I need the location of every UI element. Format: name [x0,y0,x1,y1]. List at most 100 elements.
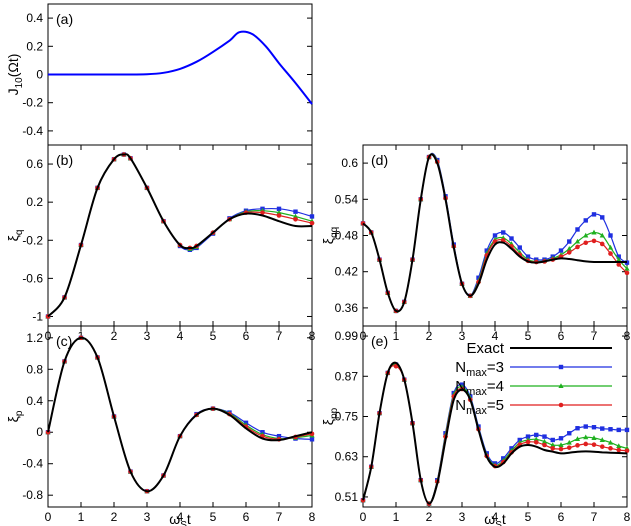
x-tick-label: 2 [426,510,433,524]
x-tick-label: 7 [276,510,283,524]
point-n5 [293,217,298,222]
point-n5 [533,440,539,445]
point-n3 [525,434,531,439]
point-n5 [566,445,572,450]
point-n3 [550,437,555,443]
point-n5 [575,244,580,250]
series-line-n5 [362,153,628,312]
point-n3 [567,239,572,244]
x-tick-label: 3 [144,510,151,524]
y-axis-label: J10(Ωt) [5,54,25,96]
series-n4 [45,335,315,494]
y-axis-label: ξq [5,230,25,242]
series-line-n4 [47,337,313,492]
y-tick-label: -0.2 [22,96,43,110]
y-tick-label: 0.6 [26,157,43,171]
point-n3 [492,233,498,238]
y-tick-label: -0.2 [22,233,43,247]
series-j10 [47,30,313,105]
point-n4 [566,245,572,251]
series-line-exact [362,361,628,505]
point-n5 [583,441,589,447]
y-tick-label: 0 [36,68,43,82]
y-tick-label: 0.8 [26,362,43,376]
legend-label-n4: Nmax=4 [455,378,504,398]
x-tick-label: 3 [144,329,151,343]
point-n3 [600,215,605,220]
x-axis-label: ωSt [484,511,506,526]
y-axis-label: ξpp [320,407,340,425]
point-n3 [558,436,564,441]
series-line-n5 [47,153,313,317]
x-tick-label: 0 [360,510,367,524]
point-n3 [309,214,315,219]
point-n3 [608,427,613,432]
x-axis-label: ωSt [169,511,191,526]
series-line-n4 [47,153,313,317]
x-tick-label: 7 [591,329,598,343]
y-tick-label: 0.51 [335,490,359,504]
x-tick-label: 6 [558,329,565,343]
point-n4 [591,229,597,235]
x-tick-label: 4 [177,510,184,524]
point-n3 [476,275,481,280]
series-line-n3 [47,337,313,492]
legend-marker-n3 [558,364,564,370]
point-n4 [566,439,572,445]
point-n5 [525,439,531,445]
panel-label: (a) [56,11,73,27]
point-n5 [608,446,613,451]
point-n4 [599,437,605,442]
y-axis-label: ξp [5,410,25,422]
x-tick-label: 1 [393,329,400,343]
series-exact [362,153,627,313]
x-tick-label: 4 [492,510,499,524]
x-tick-label: 5 [525,329,532,343]
point-n4 [292,213,299,219]
x-tick-label: 3 [459,510,466,524]
point-n4 [533,436,539,442]
x-tick-label: 8 [624,510,631,524]
series-exact [47,336,313,493]
point-n5 [558,446,564,452]
point-n5 [624,448,630,453]
legend-label-n5: Nmax=5 [455,397,504,417]
point-n5 [599,444,605,449]
y-tick-label: 0.2 [26,195,43,209]
point-n3 [616,427,621,433]
point-n3 [624,427,630,433]
x-tick-label: 2 [111,329,118,343]
point-n5 [591,442,597,447]
panel-label: (b) [56,152,73,168]
point-n5 [550,446,556,451]
panel-label: (d) [371,152,388,168]
series-line-exact [362,153,627,313]
point-n4 [583,232,589,238]
y-tick-label: 0.4 [26,11,43,25]
x-tick-label: 5 [525,510,532,524]
panel-label: (c) [56,333,72,349]
y-tick-label: -0.4 [22,124,43,138]
series-line-n4 [362,153,628,312]
x-tick-label: 4 [492,329,499,343]
series-line-n3 [47,153,313,317]
series-line-n3 [362,152,628,312]
legend-label-exact: Exact [466,340,504,357]
point-n3 [293,209,298,214]
point-n5 [616,447,622,453]
point-n4 [616,256,622,262]
point-n5 [566,250,572,255]
point-n3 [509,236,514,241]
point-n4 [574,238,581,244]
x-tick-label: 7 [591,510,598,524]
point-n3 [484,248,489,253]
y-tick-label: 0.87 [335,369,359,383]
plot-frame [47,144,313,327]
point-n4 [558,442,564,447]
y-tick-label: 0.63 [335,450,359,464]
point-n3 [276,206,282,212]
point-n3 [567,431,572,436]
